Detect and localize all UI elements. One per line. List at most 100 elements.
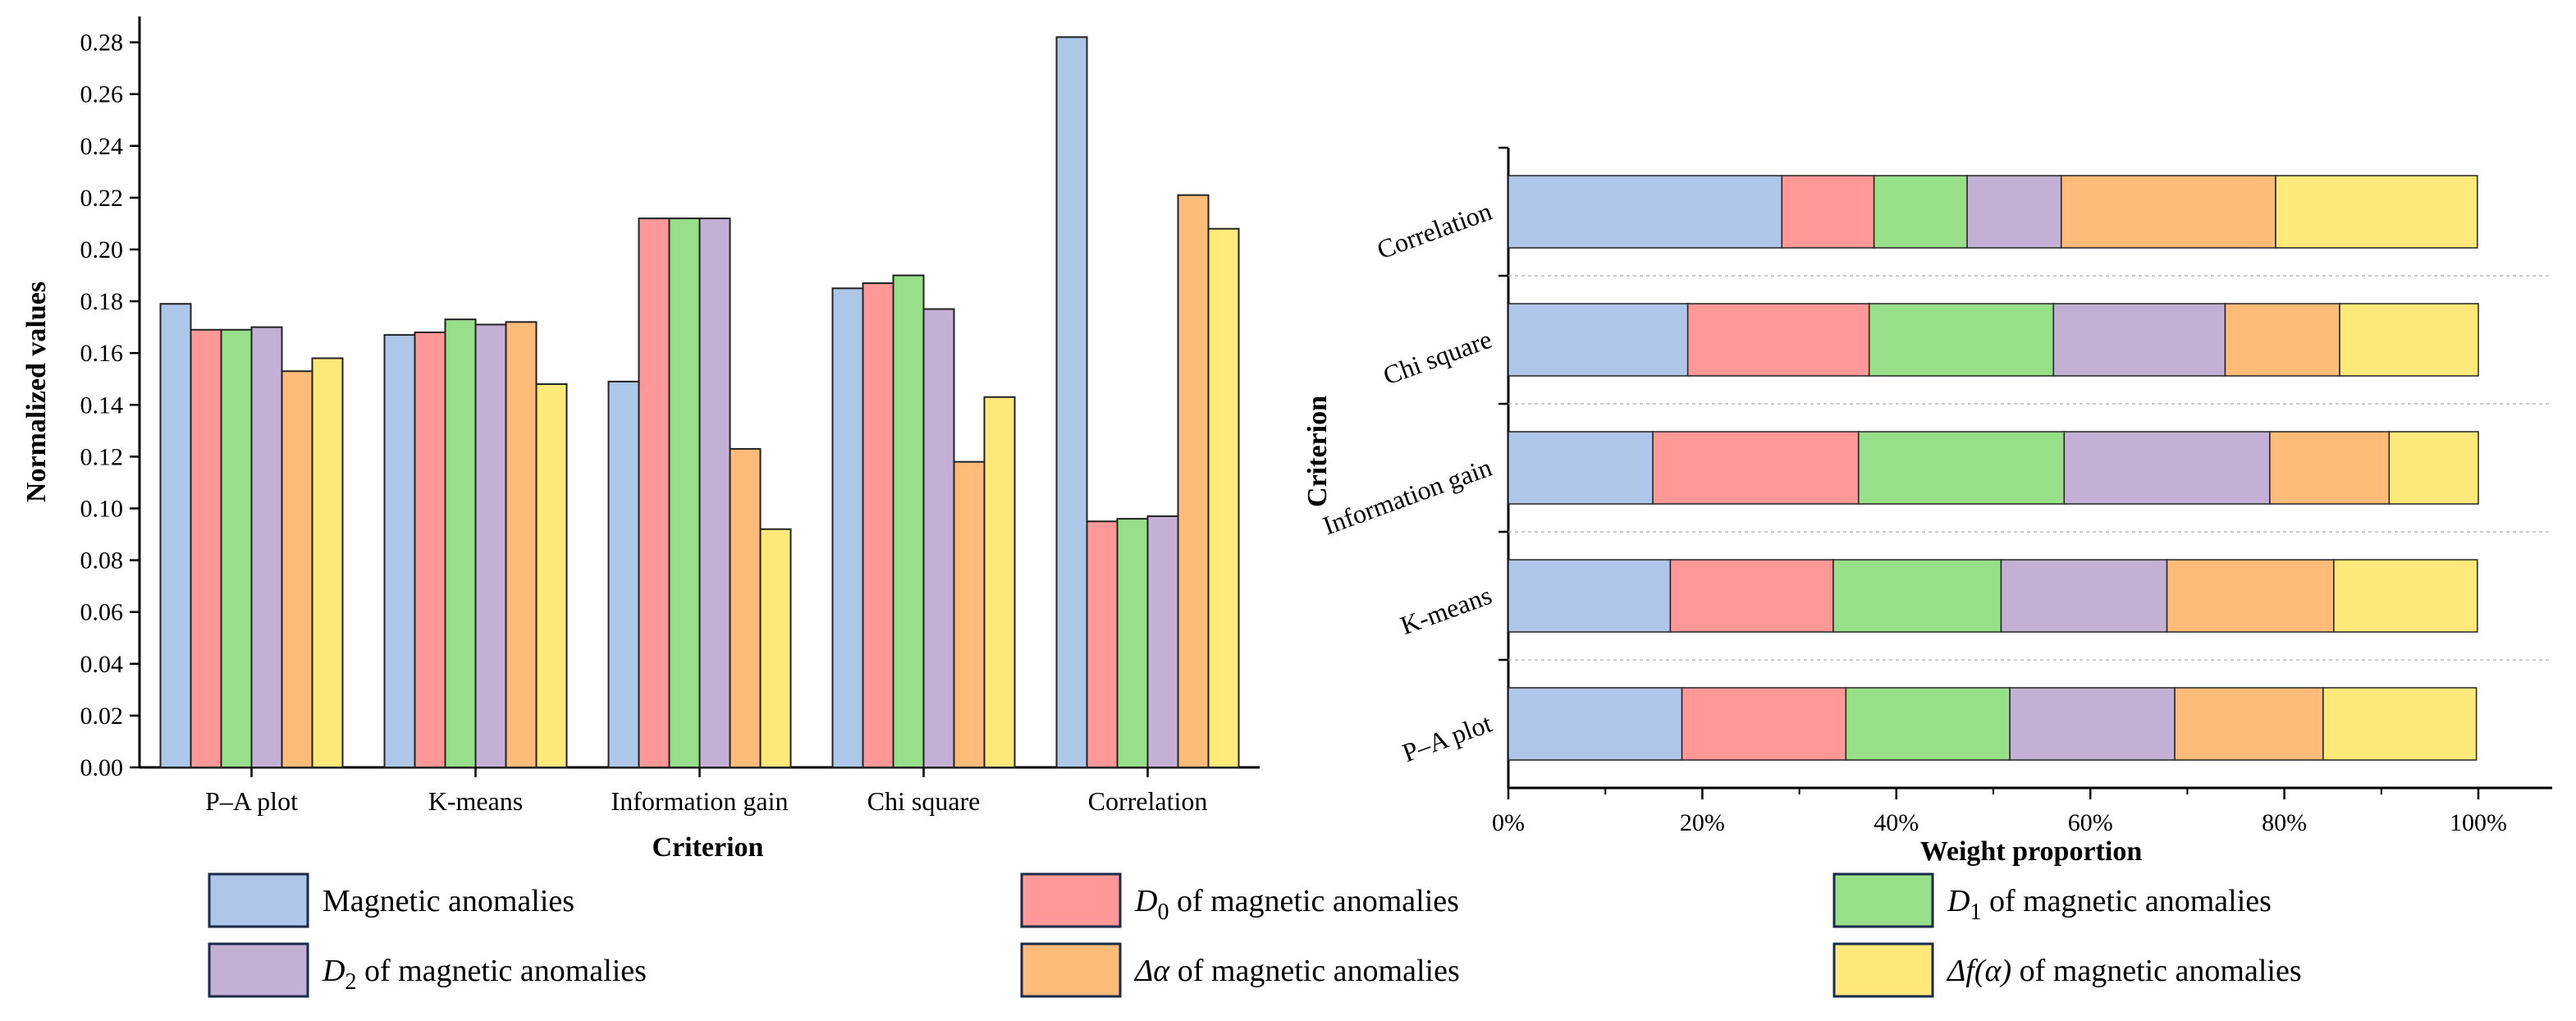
right-stacked-bar-chart: 0% 20% 40% 60% 80% 100% P–A plot K-means Informa…: [1302, 146, 2552, 867]
legend-swatch-d1-of-magnetic-anomalies: [1832, 872, 1934, 928]
left-y-tick-label: 0.08: [80, 547, 124, 575]
stack-correlation-of-magnetic-anomalies: [2060, 175, 2276, 249]
stack-chi-square-f-of-magnetic-anomalies: [2339, 303, 2479, 377]
right-y-tick-label: P–A plot: [1398, 708, 1496, 767]
bar-p-a-plot-d1-of-magnetic-anomalies: [220, 328, 253, 768]
bar-correlation-magnetic-anomalies: [1055, 36, 1088, 768]
legend-label-prefix: Δf(α): [1946, 954, 2011, 988]
stack-k-means-d0-of-magnetic-anomalies: [1669, 559, 1834, 633]
bar-correlation-d2-of-magnetic-anomalies: [1146, 515, 1179, 769]
legend-label-suffix: of magnetic anomalies: [1169, 954, 1460, 988]
stack-p-a-plot-f-of-magnetic-anomalies: [2322, 687, 2478, 761]
left-y-tick-label: 0.14: [80, 391, 124, 419]
bar-chi-square-d2-of-magnetic-anomalies: [922, 308, 955, 768]
legend-swatch-d2-of-magnetic-anomalies: [208, 942, 309, 998]
left-y-tick-label: 0.18: [80, 288, 124, 315]
right-y-axis-title: Criterion: [1302, 396, 1333, 507]
bar-chi-square-magnetic-anomalies: [831, 287, 864, 768]
stack-correlation-d1-of-magnetic-anomalies: [1873, 175, 1968, 249]
stack-k-means-f-of-magnetic-anomalies: [2333, 559, 2478, 633]
legend-swatch-magnetic-anomalies: [208, 872, 309, 928]
bar-p-a-plot-magnetic-anomalies: [159, 303, 192, 769]
legend-label: Δf(α) of magnetic anomalies: [1946, 954, 2302, 988]
left-y-tick-label: 0.00: [80, 754, 124, 781]
legend-label-prefix: D: [1134, 884, 1157, 918]
bar-p-a-plot-d2-of-magnetic-anomalies: [250, 326, 283, 769]
bar-p-a-plot-of-magnetic-anomalies: [281, 370, 313, 768]
left-y-tick-label: 0.10: [80, 495, 124, 522]
bar-chi-square-d0-of-magnetic-anomalies: [862, 282, 895, 768]
left-x-tick-label: Information gain: [611, 786, 789, 816]
legend-swatch-f-of-magnetic-anomalies: [1832, 942, 1934, 998]
legend-label-prefix: D: [322, 954, 345, 988]
stack-chi-square-magnetic-anomalies: [1508, 303, 1689, 377]
legend-label-subscript: 2: [345, 969, 356, 995]
left-y-tick-label: 0.12: [80, 443, 124, 470]
bar-k-means-d1-of-magnetic-anomalies: [444, 318, 477, 769]
stack-correlation-f-of-magnetic-anomalies: [2275, 175, 2478, 249]
legend-label: Δα of magnetic anomalies: [1133, 954, 1460, 988]
bar-information-gain-d0-of-magnetic-anomalies: [638, 217, 670, 768]
stack-correlation-d0-of-magnetic-anomalies: [1781, 175, 1875, 249]
bar-information-gain-d1-of-magnetic-anomalies: [668, 217, 701, 768]
stack-information-gain-magnetic-anomalies: [1508, 431, 1654, 505]
stack-information-gain-d0-of-magnetic-anomalies: [1652, 431, 1860, 505]
left-grouped-bar-chart: 0.00 0.02 0.04 0.06 0.08 0.10 0.12 0.14 0.16 0.18…: [21, 16, 1260, 863]
left-x-tick-label: Correlation: [1088, 786, 1208, 816]
right-y-tick-label: K-means: [1397, 580, 1496, 640]
stack-information-gain-d1-of-magnetic-anomalies: [1857, 431, 2066, 505]
stack-k-means-magnetic-anomalies: [1508, 559, 1672, 633]
bar-information-gain-f-of-magnetic-anomalies: [759, 528, 792, 768]
stack-k-means-of-magnetic-anomalies: [2166, 559, 2335, 633]
right-y-tick-label: Information gain: [1319, 452, 1495, 541]
legend-label: D0 of magnetic anomalies: [1134, 884, 1459, 925]
legend-label-suffix: of magnetic anomalies: [356, 954, 647, 988]
bar-chi-square-f-of-magnetic-anomalies: [983, 396, 1016, 768]
bar-correlation-f-of-magnetic-anomalies: [1207, 227, 1240, 769]
left-x-tick-label: K-means: [428, 786, 524, 816]
stack-chi-square-d1-of-magnetic-anomalies: [1868, 303, 2055, 377]
stack-information-gain-of-magnetic-anomalies: [2269, 431, 2391, 505]
legend-label-prefix: Magnetic anomalies: [323, 884, 574, 918]
bar-p-a-plot-d0-of-magnetic-anomalies: [190, 328, 222, 768]
stack-correlation-magnetic-anomalies: [1508, 175, 1783, 249]
legend: Magnetic anomalies D0 of magnetic anomali…: [208, 872, 2302, 998]
legend-label-subscript: 0: [1157, 900, 1169, 925]
stack-chi-square-d2-of-magnetic-anomalies: [2052, 303, 2226, 377]
legend-label: Magnetic anomalies: [323, 884, 574, 918]
bar-correlation-d1-of-magnetic-anomalies: [1116, 518, 1149, 768]
legend-label-suffix: of magnetic anomalies: [2011, 954, 2302, 988]
left-y-tick-label: 0.28: [80, 30, 124, 57]
stack-chi-square-d0-of-magnetic-anomalies: [1686, 303, 1870, 377]
bar-correlation-d0-of-magnetic-anomalies: [1086, 520, 1119, 768]
stack-p-a-plot-d0-of-magnetic-anomalies: [1681, 687, 1847, 761]
legend-label: D1 of magnetic anomalies: [1947, 884, 2272, 925]
stack-k-means-d2-of-magnetic-anomalies: [2000, 559, 2168, 633]
left-y-tick-label: 0.20: [80, 236, 124, 263]
left-y-tick-label: 0.26: [80, 81, 124, 108]
stack-correlation-d2-of-magnetic-anomalies: [1966, 175, 2062, 249]
legend-label-prefix: Δα: [1133, 954, 1170, 988]
bar-chi-square-of-magnetic-anomalies: [953, 460, 986, 768]
stack-chi-square-of-magnetic-anomalies: [2224, 303, 2340, 377]
legend-label-prefix: D: [1947, 884, 1970, 918]
legend-label: D2 of magnetic anomalies: [322, 954, 647, 995]
left-y-tick-label: 0.16: [80, 340, 124, 367]
right-y-tick-label: Chi square: [1380, 324, 1496, 391]
right-x-axis-title: Weight proportion: [1920, 836, 2143, 867]
left-y-axis-title: Normalized values: [21, 282, 52, 502]
right-x-tick-label: 20%: [1680, 809, 1725, 836]
right-x-tick-label: 60%: [2068, 809, 2113, 836]
left-x-tick-label: Chi square: [867, 786, 981, 816]
right-y-tick-label: Correlation: [1373, 196, 1495, 265]
stack-p-a-plot-d2-of-magnetic-anomalies: [2009, 687, 2176, 761]
legend-label-suffix: of magnetic anomalies: [1169, 884, 1459, 918]
right-x-tick-label: 40%: [1874, 809, 1919, 836]
left-y-tick-label: 0.04: [80, 651, 124, 678]
bar-chi-square-d1-of-magnetic-anomalies: [892, 274, 925, 769]
bar-k-means-magnetic-anomalies: [383, 334, 416, 769]
legend-swatch-of-magnetic-anomalies: [1020, 942, 1122, 998]
stack-information-gain-d2-of-magnetic-anomalies: [2063, 431, 2271, 505]
bar-information-gain-magnetic-anomalies: [607, 380, 640, 768]
